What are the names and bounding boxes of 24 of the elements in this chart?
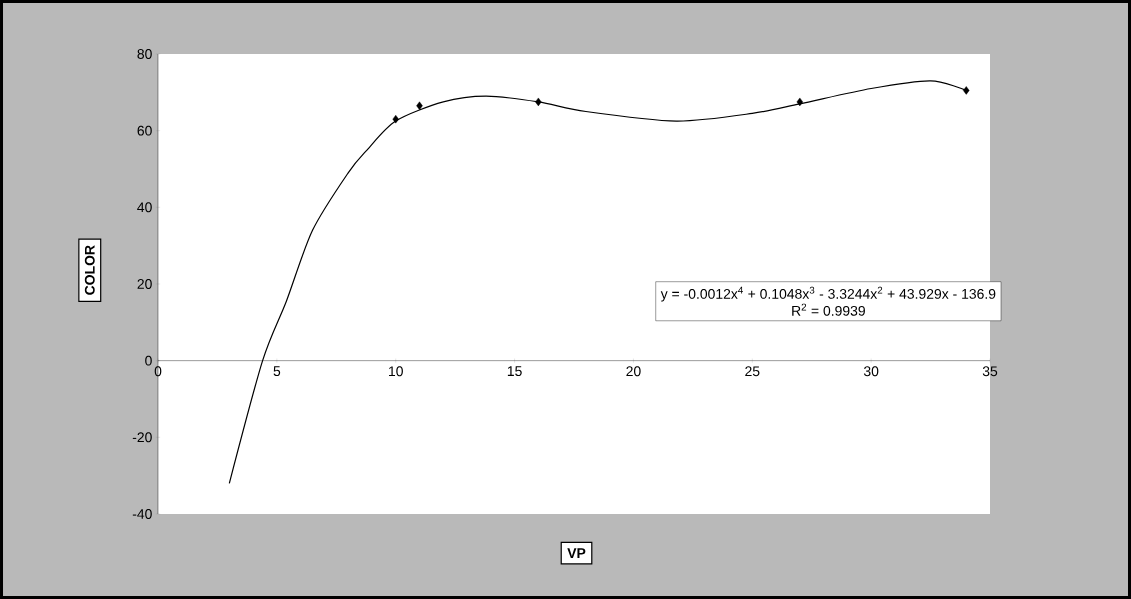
annotation: y = -0.0012x$^{4}$ + 0.1048x$^{3}$ - 3.3244x$^{2}$ + 43.929x - 136.9 xyxy=(660,286,996,302)
x-tick-label: 25 xyxy=(745,366,760,377)
x-tick-label: 0 xyxy=(154,366,162,377)
y-tick-label: -20 xyxy=(132,432,152,443)
x-tick-label: 10 xyxy=(389,366,403,377)
point xyxy=(796,97,804,107)
y-tick-label: 20 xyxy=(137,279,152,289)
y-axis-title: COLOR xyxy=(84,245,95,295)
x-tick-label: 35 xyxy=(982,366,998,377)
point xyxy=(416,101,423,110)
x-axis-title: VP xyxy=(567,548,586,558)
point xyxy=(392,114,399,124)
x-tick-label: 30 xyxy=(863,366,879,377)
annotation: R$^{2}$ = 0.9939 xyxy=(792,303,865,316)
x-tick-label: 20 xyxy=(626,366,641,377)
point xyxy=(963,86,970,95)
y-tick-label: 40 xyxy=(137,202,152,213)
point xyxy=(535,97,542,107)
x-tick-label: 5 xyxy=(273,366,281,377)
y-tick-label: 80 xyxy=(137,49,152,59)
y-tick-label: 60 xyxy=(137,125,152,136)
y-tick-label: 0 xyxy=(145,355,152,366)
x-tick-label: 15 xyxy=(507,366,522,377)
y-tick-label: -40 xyxy=(132,509,152,519)
